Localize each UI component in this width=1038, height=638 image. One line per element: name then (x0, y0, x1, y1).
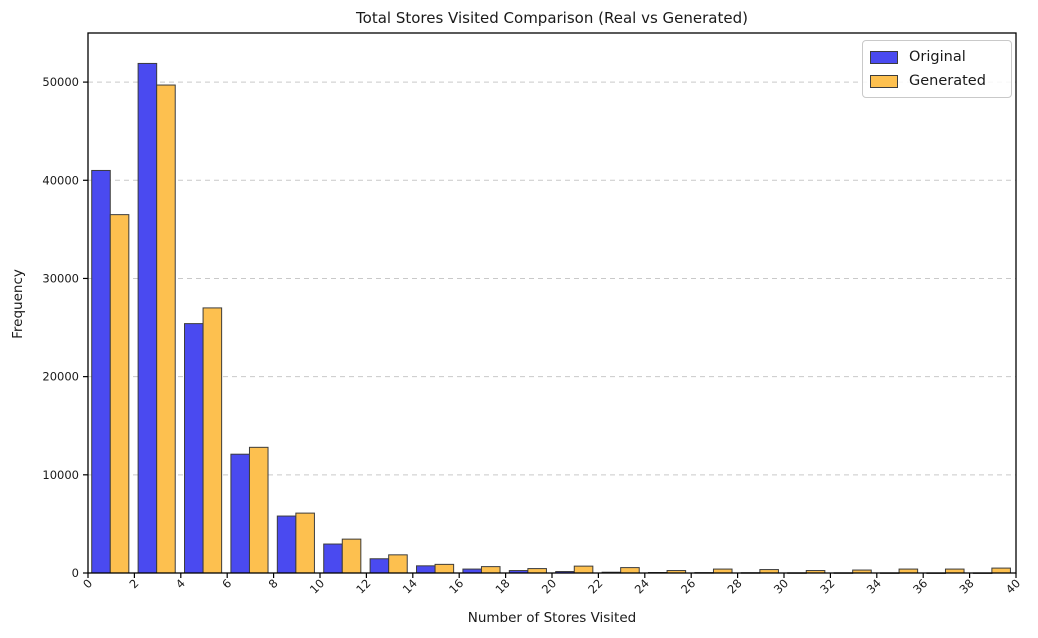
x-tick-label: 12 (353, 576, 373, 596)
y-tick-label: 40000 (42, 173, 79, 187)
legend-item-original: Original (870, 47, 1001, 67)
bar-generated (109, 214, 130, 574)
bar-original (416, 565, 436, 574)
bar-original (323, 543, 343, 574)
x-tick-label: 38 (956, 576, 976, 596)
x-tick-label: 26 (678, 576, 698, 596)
x-tick-label: 30 (771, 576, 791, 596)
bar-generated (295, 512, 315, 574)
y-tick-label: 30000 (42, 271, 79, 285)
x-tick-label: 2 (126, 576, 141, 591)
bar-generated (156, 84, 176, 574)
axes-spines (87, 32, 1017, 574)
bar-original (369, 558, 390, 574)
x-tick-label: 40 (1003, 576, 1023, 596)
bar-generated (202, 307, 223, 574)
bar-generated (991, 567, 1011, 574)
bar-generated (388, 554, 408, 574)
x-tick-label: 22 (585, 576, 605, 596)
x-tick-label: 34 (864, 576, 884, 596)
legend-label-original: Original (909, 48, 966, 65)
x-tick-label: 4 (173, 576, 188, 591)
x-tick-label: 0 (80, 576, 95, 591)
x-tick-label: 16 (446, 576, 466, 596)
original-color-swatch (870, 50, 898, 64)
x-tick-label: 20 (539, 576, 559, 596)
bar-generated (527, 568, 547, 574)
chart-title: Total Stores Visited Comparison (Real vs… (356, 9, 748, 27)
legend: Original Generated (862, 40, 1012, 98)
legend-label-generated: Generated (909, 72, 986, 89)
bar-generated (248, 446, 269, 574)
bar-original (91, 169, 111, 574)
x-tick-label: 10 (307, 576, 327, 596)
y-tick-label: 0 (72, 566, 79, 580)
x-axis-label: Number of Stores Visited (467, 610, 637, 626)
x-tick-label: 8 (266, 576, 281, 591)
y-tick-label: 20000 (42, 370, 79, 384)
y-axis-label: Frequency (10, 269, 26, 339)
x-tick-label: 14 (400, 576, 420, 596)
x-tick-label: 32 (817, 576, 837, 596)
bar-original (230, 453, 250, 574)
legend-item-generated: Generated (870, 71, 1001, 91)
x-tick-label: 6 (219, 576, 234, 591)
bar-generated (434, 563, 455, 574)
bar-generated (341, 538, 362, 574)
x-tick-label: 28 (724, 576, 744, 596)
bar-original (276, 515, 297, 574)
x-tick-label: 36 (910, 576, 930, 596)
x-tick-label: 24 (632, 576, 652, 596)
bar-generated (480, 566, 501, 574)
bar-generated (620, 567, 640, 574)
x-tick-label: 18 (492, 576, 512, 596)
bar-original (137, 62, 158, 574)
bar-original (184, 323, 204, 574)
bar-generated (573, 565, 594, 574)
y-tick-label: 50000 (42, 75, 79, 89)
y-tick-label: 10000 (42, 468, 79, 482)
generated-color-swatch (870, 74, 898, 88)
